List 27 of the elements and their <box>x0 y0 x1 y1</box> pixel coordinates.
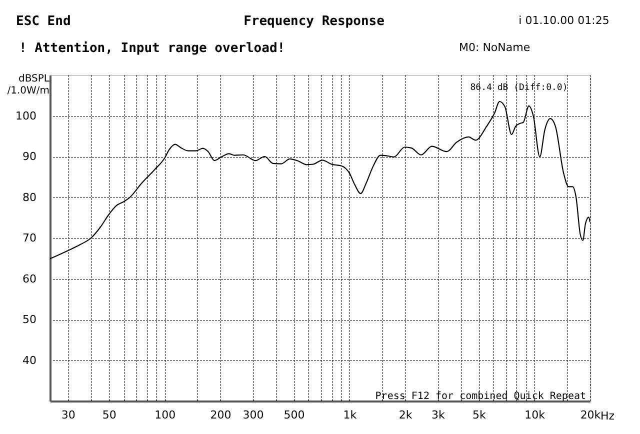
y-tick-label: 60 <box>22 272 36 286</box>
y-tick-label: 50 <box>22 313 36 326</box>
chart-title: Frequency Response <box>244 14 385 29</box>
x-tick-label: 50 <box>102 408 116 422</box>
y-axis-title: dBSPL /1.0W/m <box>7 74 50 96</box>
text: i 01.10.00 01:25 <box>518 14 610 27</box>
x-tick-label: 500 <box>284 408 305 422</box>
text: M0: NoName <box>459 41 530 54</box>
x-tick-label: 10k <box>524 408 546 422</box>
x-tick-label: 200 <box>210 408 232 422</box>
x-tick-label: 20k <box>580 408 602 422</box>
x-tick-label: 1k <box>343 408 358 422</box>
y-tick-label: 40 <box>22 354 36 367</box>
text: ! Attention, Input range overload! <box>19 41 286 56</box>
x-tick-label: 100 <box>154 408 176 422</box>
annotation: 86.4 dB (Diff:0.0) <box>470 83 568 93</box>
x-tick-label: 5k <box>472 408 486 422</box>
x-tick-label: 300 <box>242 408 264 422</box>
y-tick-label: 100 <box>16 109 36 122</box>
text: ESC End <box>16 14 71 29</box>
x-axis-title: Hz <box>600 410 615 422</box>
x-tick-label: 3k <box>431 408 446 422</box>
x-tick-label: 30 <box>61 408 76 422</box>
y-tick-label: 90 <box>22 150 36 163</box>
y-tick-label: 70 <box>22 232 36 244</box>
x-tick-label: 2k <box>398 408 413 422</box>
y-tick-label: 80 <box>22 190 36 204</box>
